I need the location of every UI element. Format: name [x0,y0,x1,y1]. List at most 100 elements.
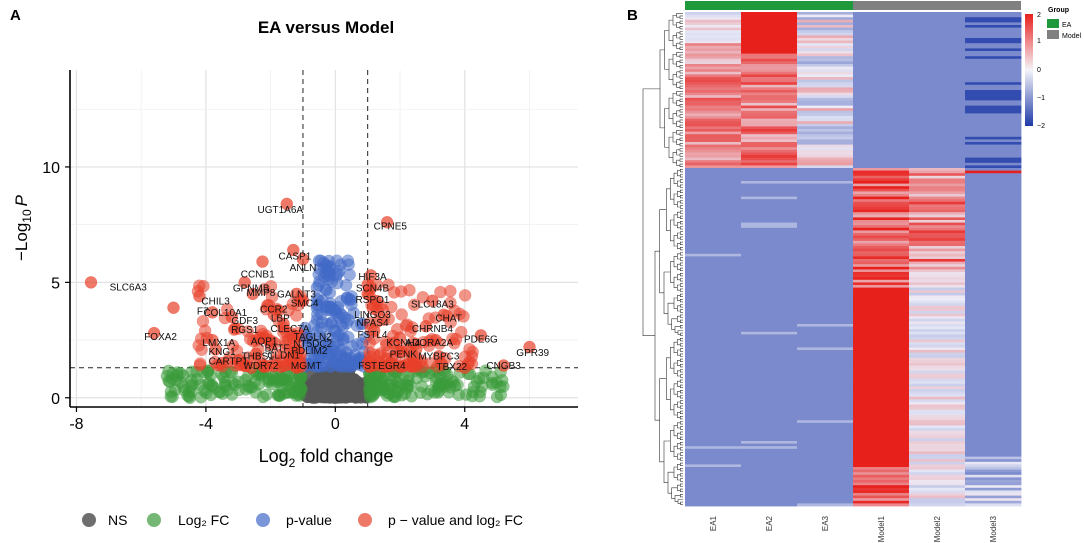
heatmap-cell [965,469,1022,473]
heatmap-cell [685,32,742,36]
point-log2fc [171,369,184,382]
heatmap-cell [965,38,1022,41]
heatmap-cell [853,282,910,286]
heatmap-cell [685,342,742,346]
heatmap-cell [909,422,966,426]
heatmap-cell [797,456,854,460]
heatmap-cell [853,264,910,268]
heatmap-cell [909,53,966,57]
heatmap-cell [741,121,798,125]
heatmap-cell [741,14,798,18]
heatmap-cell [965,331,1022,335]
heatmap-cell [797,493,854,496]
heatmap-cell [797,422,854,426]
tick-labels: -8 -4 0 4 0 5 10 [42,160,469,433]
heatmap-cell [797,480,854,483]
heatmap-cell [741,243,798,247]
heatmap-cell [685,235,742,239]
heatmap-cell [965,360,1022,364]
heatmap-cell [685,230,742,234]
heatmap-cell [909,43,966,47]
heatmap-cell [741,235,798,239]
heatmap-cell [797,435,854,439]
heatmap-cell [685,157,742,161]
gene-label: SLC6A3 [110,282,148,293]
point-p-and-fc [282,304,295,317]
data-point-ugt1a6a [280,197,294,211]
heatmap-cell [797,19,854,23]
heatmap-cell [741,464,798,468]
heatmap-cell [853,201,910,205]
heatmap-cell [685,500,742,504]
heatmap-cell [853,43,910,47]
heatmap-cell [685,45,742,49]
heatmap-cell [685,84,742,88]
heatmap-cell [685,313,742,317]
heatmap-cell [909,56,966,60]
gene-label: CHAT [435,314,461,325]
heatmap-cell [797,194,854,197]
heatmap-cell [909,316,966,320]
group-legend-title: Group [1048,7,1069,14]
heatmap-cell [965,90,1022,93]
heatmap-cell [797,282,854,286]
chart-title: EA versus Model [258,18,394,37]
point-pvalue [323,261,337,275]
heatmap-cell [741,480,798,483]
heatmap-cell [685,311,742,314]
heatmap-cell [853,235,910,239]
heatmap-cell [685,357,742,361]
heatmap-cell [685,456,742,460]
data-point-egr4 [384,356,397,370]
heatmap-cell [965,61,1022,65]
heatmap-cell [741,256,798,260]
heatmap-cell [741,467,798,470]
heatmap-cell [853,238,910,242]
heatmap-cell [741,123,798,127]
dendrogram-branch [676,91,683,96]
group-legend-label-ea: EA [1062,22,1072,29]
heatmap-cell [909,227,966,231]
heatmap-cell [965,64,1022,67]
heatmap-cell [853,199,910,203]
heatmap-cell [685,82,742,86]
heatmap-cell [685,389,742,392]
heatmap-cell [965,399,1022,403]
heatmap-cell [797,487,854,491]
heatmap-cell [741,469,798,473]
heatmap-cell [797,441,854,444]
heatmap-cell [965,69,1022,73]
dendrogram-branch [676,110,680,117]
heatmap-cell [909,191,966,195]
heatmap-cell [965,381,1022,385]
heatmap-cell [797,240,854,244]
heatmap-cell [741,443,798,447]
heatmap-cell [797,357,854,361]
heatmap-cell [909,157,966,161]
heatmap-cell [909,66,966,70]
gene-label: TBX22 [437,362,468,373]
heatmap-cell [685,308,742,312]
gene-label: GALNT3 [277,289,316,300]
heatmap-cell [909,82,966,86]
point-p-and-fc [399,319,413,333]
heatmap-cell [909,409,966,413]
color-tick: 2 [1037,12,1041,19]
heatmap-cell [685,25,742,28]
heatmap-cell [965,261,1022,265]
heatmap-cell [797,87,854,91]
heatmap-cell [853,175,910,179]
data-point-anln [296,253,310,266]
heatmap-cell [965,370,1022,374]
heatmap-cell [965,157,1022,161]
heatmap-cell [965,160,1022,164]
heatmap-cell [965,116,1022,119]
heatmap-cell [853,365,910,369]
heatmap-cell [909,92,966,96]
heatmap-cell [909,454,966,457]
heatmap-cell [685,394,742,398]
heatmap-cell [741,355,798,359]
heatmap-cell [965,243,1022,247]
heatmap-cell [685,240,742,244]
heatmap-cell [965,256,1022,260]
